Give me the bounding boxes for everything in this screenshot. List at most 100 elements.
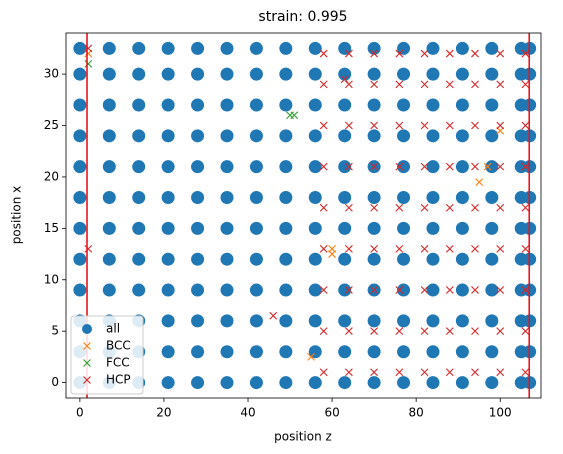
marker-x <box>496 203 505 212</box>
point <box>102 191 116 205</box>
marker-x <box>345 162 353 171</box>
point <box>249 314 263 328</box>
marker-x <box>395 49 404 58</box>
point <box>249 67 263 81</box>
marker-x <box>521 162 530 171</box>
point <box>279 41 293 55</box>
point <box>249 191 263 205</box>
marker-x <box>445 203 454 212</box>
point <box>132 221 146 235</box>
point <box>132 160 146 174</box>
marker-x <box>471 245 479 253</box>
legend-marker <box>83 359 91 367</box>
point <box>426 129 440 143</box>
point <box>455 160 469 174</box>
point <box>308 98 322 112</box>
point <box>161 283 175 297</box>
marker-x <box>370 162 379 171</box>
point <box>73 283 87 297</box>
point <box>308 129 322 143</box>
point <box>308 160 322 174</box>
legend-label: all <box>106 322 120 336</box>
point <box>338 345 352 359</box>
marker-x <box>84 44 93 53</box>
marker-x <box>319 162 328 171</box>
point <box>249 41 263 55</box>
marker-x <box>496 121 505 130</box>
point <box>426 221 440 235</box>
point <box>485 314 499 328</box>
point <box>455 41 469 55</box>
point <box>220 160 234 174</box>
y-tick-label: 10 <box>44 272 59 286</box>
point <box>220 283 234 297</box>
point <box>485 41 499 55</box>
marker-x <box>445 368 454 377</box>
point <box>308 345 322 359</box>
marker-x <box>269 311 278 320</box>
marker-x <box>319 245 328 253</box>
point <box>161 191 175 205</box>
marker-x <box>521 368 530 377</box>
point <box>161 129 175 143</box>
point <box>367 345 381 359</box>
marker-x <box>471 80 479 89</box>
series-hcp <box>84 44 530 377</box>
point <box>132 41 146 55</box>
point <box>397 221 411 235</box>
point <box>308 67 322 81</box>
point <box>161 314 175 328</box>
point <box>455 314 469 328</box>
y-tick-label: 20 <box>44 169 59 183</box>
x-tick-label: 0 <box>76 406 84 420</box>
point <box>73 191 87 205</box>
point <box>279 67 293 81</box>
point <box>102 41 116 55</box>
marker-x <box>420 286 429 294</box>
marker-x <box>471 286 479 294</box>
series-all <box>73 41 537 390</box>
x-tick-label: 100 <box>489 406 512 420</box>
marker-x <box>290 111 299 120</box>
marker-x <box>475 178 484 186</box>
marker-x <box>471 203 479 212</box>
point <box>132 98 146 112</box>
marker-x <box>345 327 353 336</box>
point <box>426 41 440 55</box>
point <box>279 345 293 359</box>
point <box>220 314 234 328</box>
point <box>397 345 411 359</box>
point <box>220 221 234 235</box>
marker-x <box>370 327 379 336</box>
point <box>338 252 352 266</box>
point <box>426 160 440 174</box>
point <box>249 221 263 235</box>
marker-x <box>370 368 379 377</box>
point <box>338 160 352 174</box>
point <box>367 252 381 266</box>
marker-x <box>445 327 454 336</box>
point <box>73 221 87 235</box>
series-fcc <box>84 59 299 120</box>
point <box>132 67 146 81</box>
point <box>455 345 469 359</box>
point <box>161 67 175 81</box>
point <box>455 221 469 235</box>
point <box>132 283 146 297</box>
marker-x <box>319 203 328 212</box>
point <box>220 67 234 81</box>
marker-x <box>370 245 379 253</box>
marker-x <box>319 327 328 336</box>
point <box>102 67 116 81</box>
marker-x <box>471 49 479 58</box>
marker-x <box>420 368 429 377</box>
marker-x <box>370 203 379 212</box>
marker-x <box>483 162 492 171</box>
point <box>191 252 205 266</box>
point <box>338 283 352 297</box>
marker-x <box>345 245 353 253</box>
point <box>308 314 322 328</box>
marker-x <box>370 49 379 58</box>
marker-x <box>345 368 353 377</box>
